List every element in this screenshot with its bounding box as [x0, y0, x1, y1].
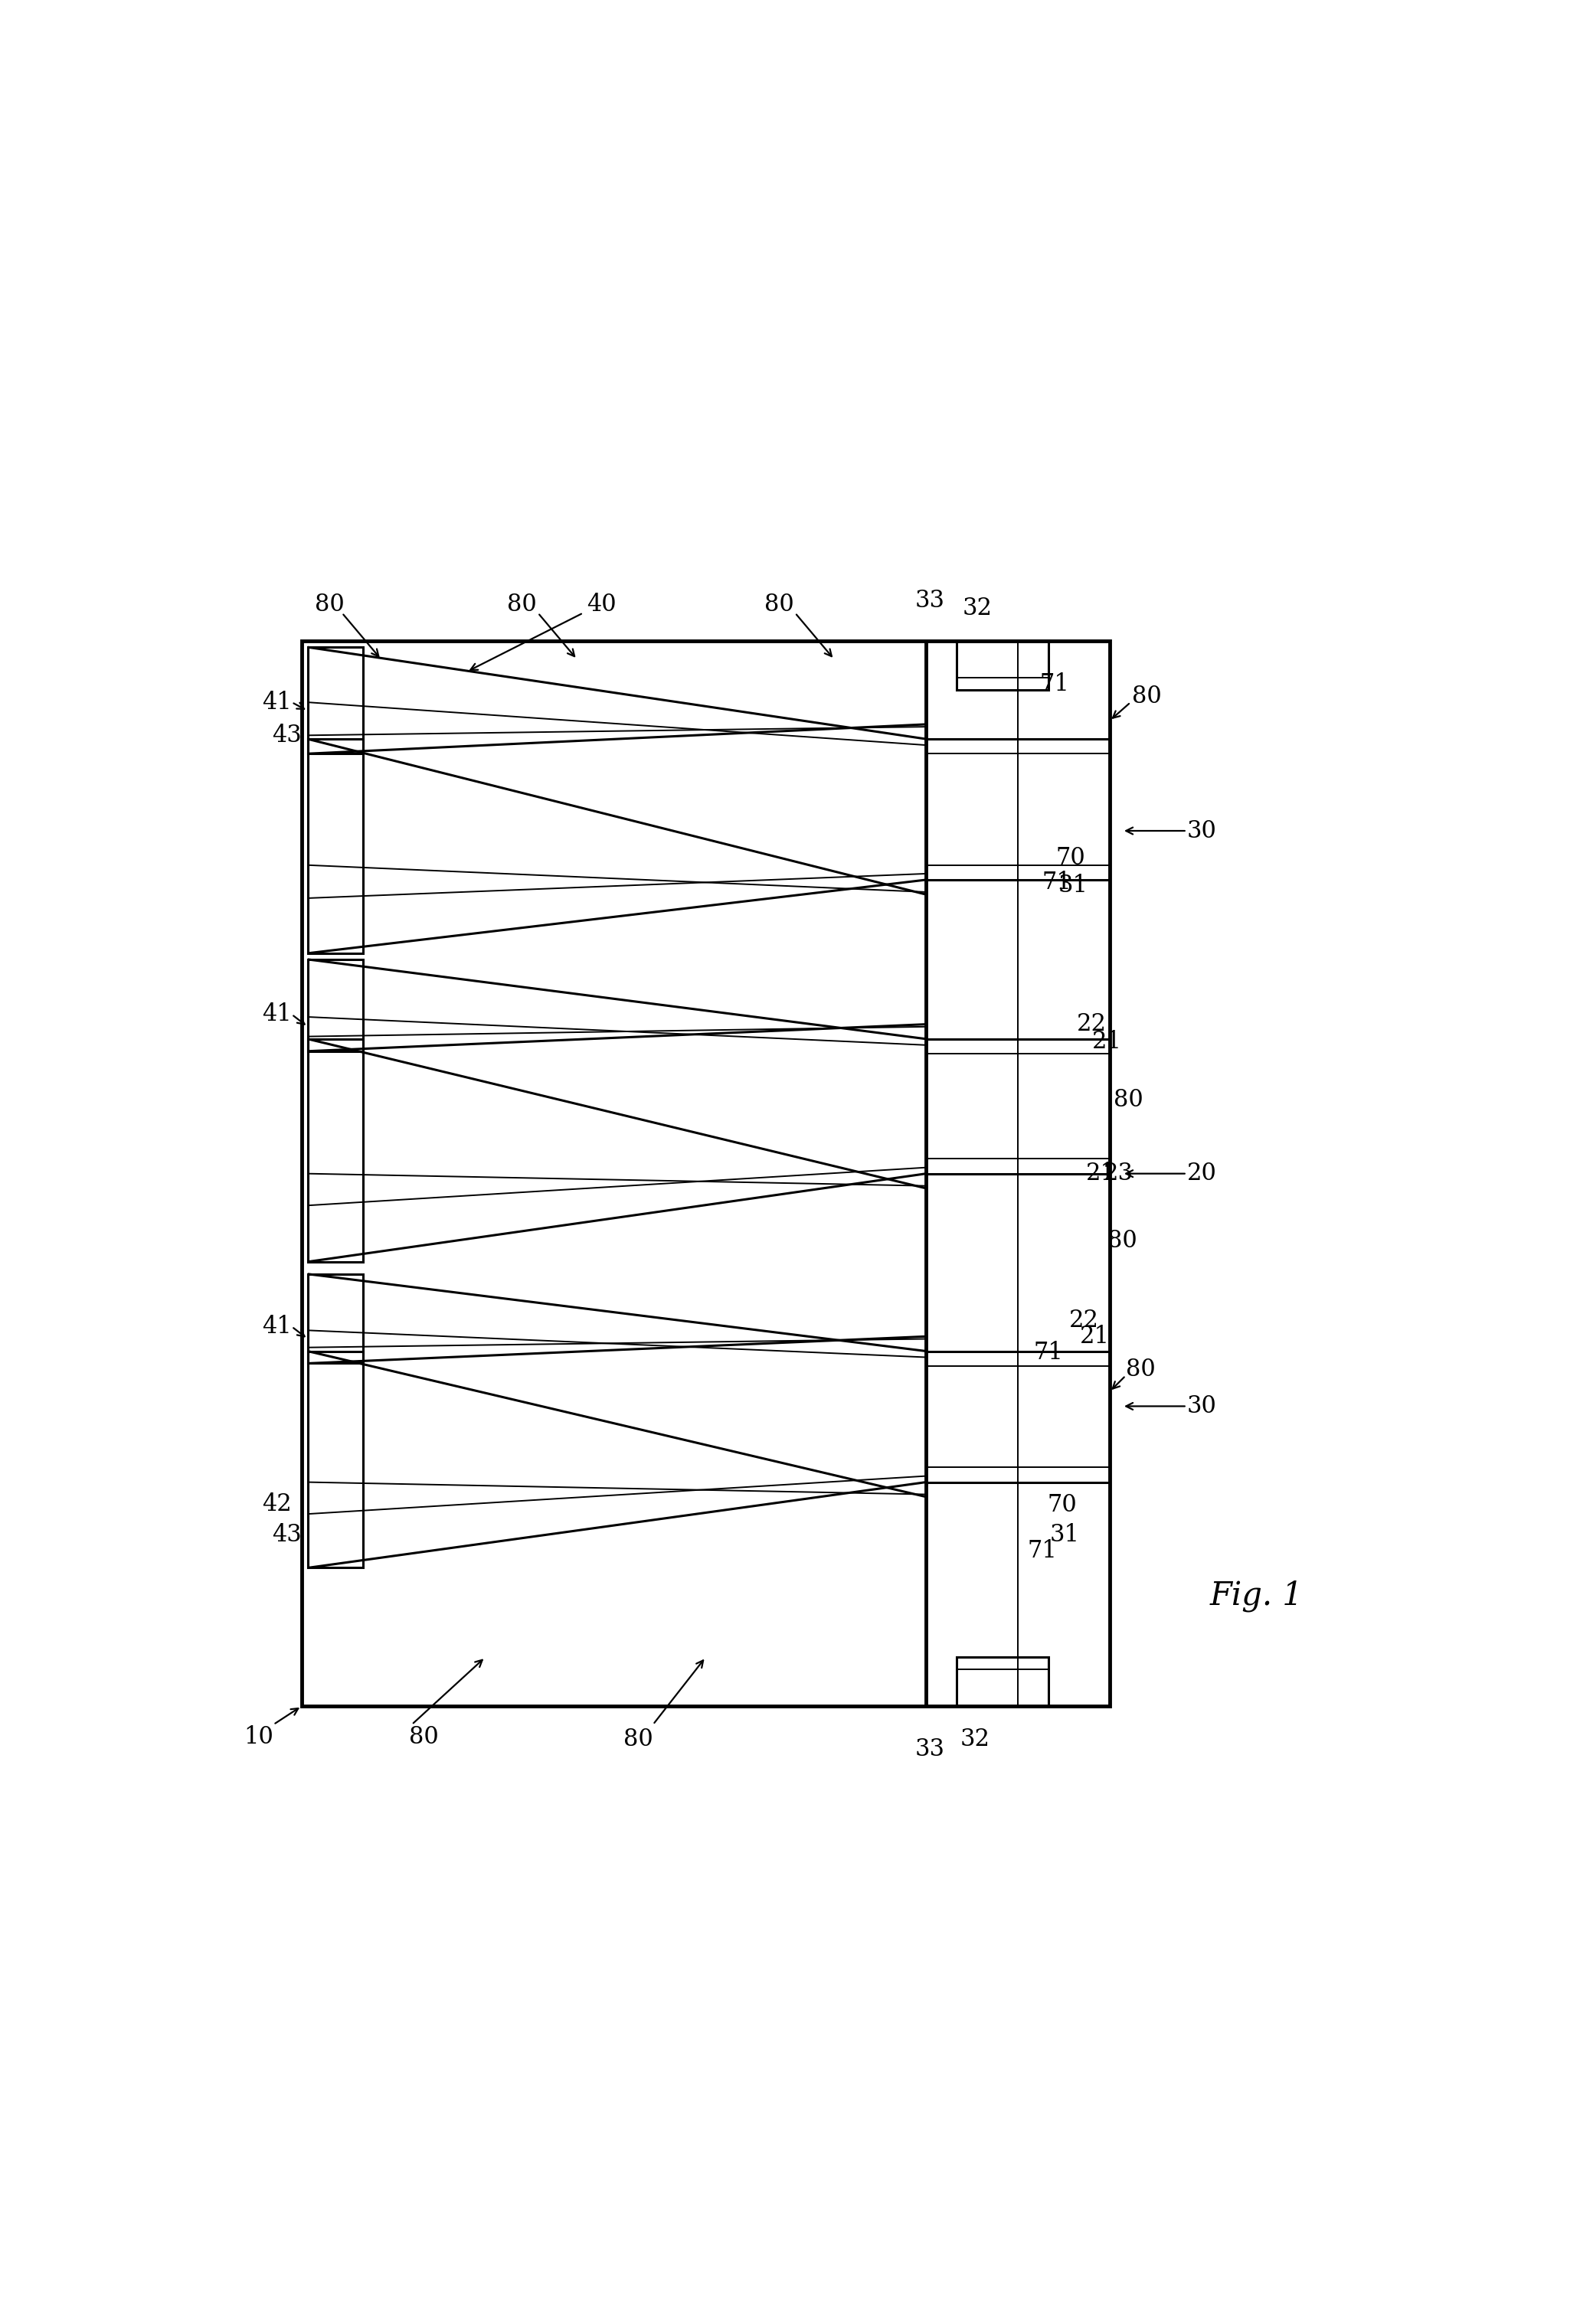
Text: 40: 40	[586, 593, 616, 616]
Text: Fig. 1: Fig. 1	[1210, 1580, 1303, 1613]
Bar	[308, 960, 363, 1050]
Text: 80: 80	[1131, 683, 1161, 709]
Text: 20: 20	[1187, 1162, 1217, 1185]
Text: 71: 71	[1027, 1538, 1057, 1562]
Text: 10: 10	[243, 1724, 273, 1748]
Bar	[957, 641, 1049, 690]
Text: 33: 33	[915, 1736, 945, 1762]
Text: 80: 80	[507, 593, 537, 616]
Bar	[308, 739, 363, 953]
Text: 33: 33	[915, 588, 945, 614]
Text: 70: 70	[1055, 846, 1085, 869]
Bar	[957, 1657, 1049, 1706]
Text: 21: 21	[1081, 1325, 1111, 1348]
Text: 80: 80	[1114, 1088, 1142, 1111]
Text: 32: 32	[962, 597, 992, 621]
Text: 22: 22	[1076, 1013, 1106, 1037]
Text: 80: 80	[765, 593, 795, 616]
Text: 41: 41	[262, 1002, 292, 1027]
Text: 21: 21	[1092, 1030, 1122, 1053]
Text: 21: 21	[1085, 1162, 1115, 1185]
Text: 42: 42	[262, 1492, 292, 1515]
Bar	[308, 1039, 363, 1262]
Text: 41: 41	[262, 690, 292, 713]
Text: 80: 80	[409, 1724, 439, 1748]
Text: 22: 22	[1070, 1308, 1100, 1332]
Text: 80: 80	[314, 593, 344, 616]
Text: 70: 70	[1048, 1494, 1078, 1518]
Text: 41: 41	[262, 1315, 292, 1339]
Bar	[308, 646, 363, 753]
Text: 23: 23	[1103, 1162, 1133, 1185]
Bar	[308, 1274, 363, 1364]
Text: 31: 31	[1049, 1522, 1079, 1548]
Bar	[308, 1350, 363, 1569]
Text: 71: 71	[1043, 872, 1071, 895]
Text: 30: 30	[1187, 1394, 1217, 1418]
Text: 43: 43	[272, 723, 302, 748]
Bar	[302, 641, 1109, 1706]
Text: 43: 43	[272, 1522, 302, 1548]
Text: 31: 31	[1059, 874, 1089, 897]
Text: 32: 32	[961, 1727, 991, 1750]
Text: 80: 80	[1125, 1357, 1155, 1380]
Text: 71: 71	[1033, 1341, 1063, 1364]
Text: 80: 80	[624, 1727, 653, 1750]
Text: 71: 71	[1040, 672, 1070, 695]
Text: 30: 30	[1187, 818, 1217, 844]
Text: 80: 80	[1108, 1229, 1138, 1253]
